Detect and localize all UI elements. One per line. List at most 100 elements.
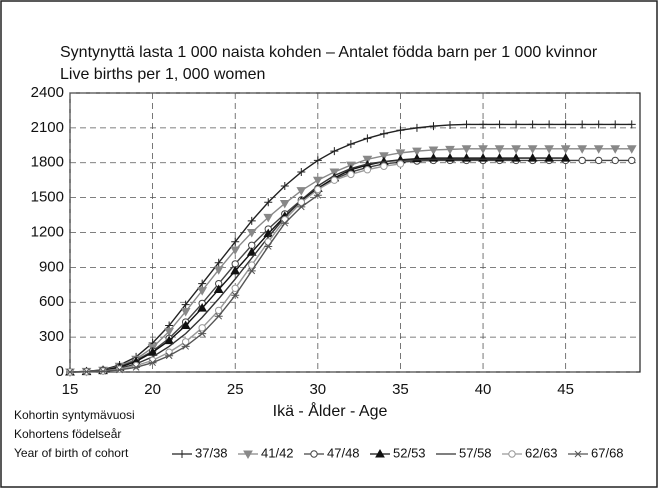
marker xyxy=(628,156,636,165)
marker xyxy=(313,156,322,165)
marker xyxy=(511,145,521,154)
marker xyxy=(82,368,91,376)
marker xyxy=(181,300,190,309)
marker xyxy=(312,176,323,186)
marker xyxy=(627,120,636,129)
legend-marker xyxy=(375,448,385,458)
marker xyxy=(247,216,256,225)
legend-marker xyxy=(178,450,186,458)
marker xyxy=(396,160,405,168)
marker xyxy=(330,176,339,184)
y-tick-label: 1800 xyxy=(31,154,64,171)
marker xyxy=(231,237,240,246)
y-tick-label: 300 xyxy=(39,328,64,345)
marker xyxy=(560,145,571,154)
marker xyxy=(297,198,306,206)
marker xyxy=(495,120,504,129)
marker xyxy=(461,145,472,154)
marker xyxy=(611,156,619,165)
marker xyxy=(231,284,239,292)
marker xyxy=(197,303,208,312)
marker xyxy=(181,338,190,346)
marker xyxy=(363,166,372,174)
marker xyxy=(280,182,289,190)
marker xyxy=(380,162,388,170)
marker xyxy=(379,129,388,138)
legend-title: Year of birth of cohort xyxy=(14,446,129,460)
legend-title: Kohortin syntymävuosi xyxy=(14,408,135,422)
marker xyxy=(346,140,355,149)
marker xyxy=(445,145,455,155)
legend-label: 37/38 xyxy=(195,445,228,460)
marker xyxy=(246,229,257,238)
marker xyxy=(494,145,505,154)
marker xyxy=(330,147,339,156)
chart-title: Syntynyttä lasta 1 000 naista kohden – A… xyxy=(60,44,598,61)
marker xyxy=(412,147,422,157)
marker xyxy=(231,291,240,299)
marker xyxy=(230,246,241,255)
legend-label: 47/48 xyxy=(327,445,360,460)
legend-title: Kohortens födelseår xyxy=(14,427,121,441)
y-tick-label: 900 xyxy=(39,258,64,275)
marker xyxy=(347,170,355,179)
marker xyxy=(512,120,521,129)
chart-subtitle: Live births per 1, 000 women xyxy=(60,66,265,83)
marker xyxy=(412,123,421,132)
marker xyxy=(363,134,372,143)
marker xyxy=(560,153,571,162)
marker xyxy=(198,330,207,337)
marker xyxy=(198,324,206,332)
legend-label: 41/42 xyxy=(261,445,294,460)
marker xyxy=(297,168,306,177)
marker xyxy=(180,308,191,317)
marker xyxy=(164,335,174,345)
marker xyxy=(362,155,373,165)
marker xyxy=(197,287,208,296)
marker xyxy=(544,153,554,162)
marker xyxy=(611,120,620,129)
marker xyxy=(428,146,439,155)
marker xyxy=(577,145,588,154)
marker xyxy=(213,284,224,293)
marker xyxy=(263,213,274,223)
marker xyxy=(329,168,340,178)
marker xyxy=(214,312,223,320)
x-tick-label: 30 xyxy=(309,381,326,398)
x-tick-label: 40 xyxy=(475,381,492,398)
series-line xyxy=(69,194,319,373)
marker xyxy=(198,279,207,288)
marker xyxy=(578,156,586,165)
legend-marker xyxy=(508,450,516,458)
marker xyxy=(561,120,570,129)
marker xyxy=(214,258,223,267)
legend-marker xyxy=(574,450,582,458)
x-axis-label: Ikä - Ålder - Age xyxy=(273,401,388,420)
marker xyxy=(296,187,307,196)
legend-marker xyxy=(310,450,318,458)
marker xyxy=(313,191,322,199)
marker xyxy=(180,320,191,329)
marker xyxy=(314,185,322,194)
series-line xyxy=(69,158,517,373)
marker xyxy=(527,153,538,162)
marker xyxy=(246,247,257,256)
marker xyxy=(478,145,488,154)
legend-label: 67/68 xyxy=(591,445,624,460)
marker xyxy=(66,368,74,376)
marker xyxy=(594,120,603,129)
x-tick-label: 45 xyxy=(557,381,574,398)
marker xyxy=(594,156,603,165)
legend-label: 52/53 xyxy=(393,445,426,460)
marker xyxy=(527,145,538,154)
marker xyxy=(148,359,157,367)
marker xyxy=(528,120,537,129)
marker xyxy=(279,199,290,209)
marker xyxy=(544,145,554,154)
y-tick-label: 1200 xyxy=(31,223,64,240)
x-tick-label: 35 xyxy=(392,381,409,398)
marker xyxy=(610,145,621,154)
marker xyxy=(181,343,190,350)
